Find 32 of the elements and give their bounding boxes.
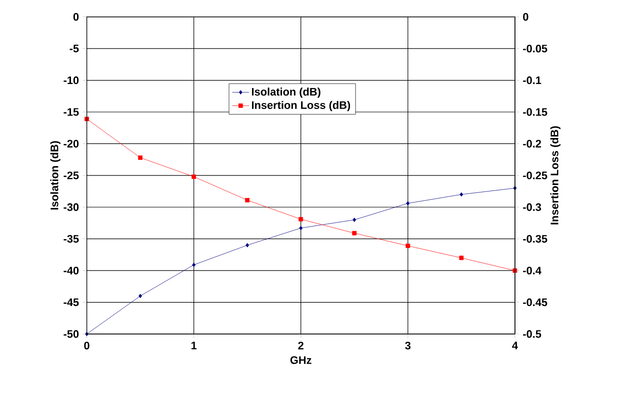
x-tick-label: 2 [298, 342, 304, 350]
x-tick-label: 0 [84, 342, 90, 350]
y2-tick-label: -0.15 [523, 108, 548, 116]
y-tick-label: -35 [64, 234, 79, 243]
x-tick-label: 4 [512, 342, 518, 350]
x-tick-label: 3 [405, 342, 411, 350]
y-tick-label: -45 [64, 298, 79, 306]
y2-tick-label: -0.5 [523, 330, 542, 338]
y-tick-label: -30 [64, 203, 79, 211]
y2-tick-label: -0.1 [523, 76, 542, 84]
legend-label: Insertion Loss (dB) [252, 100, 350, 111]
y-tick-label: -15 [64, 108, 79, 116]
y-tick-label: -40 [64, 266, 79, 274]
y-tick-label: -20 [64, 140, 79, 148]
y-tick-label: -5 [70, 44, 79, 52]
y2-tick-label: -0.45 [523, 298, 548, 306]
y2-tick-label: -0.3 [523, 203, 542, 211]
y-tick-label: -50 [64, 330, 79, 338]
y-tick-label: -10 [64, 76, 79, 84]
y2-tick-label: -0.05 [523, 44, 548, 52]
legend-label: Isolation (dB) [252, 87, 320, 98]
y2-tick-label: -0.25 [523, 171, 548, 180]
y-tick-label: -25 [64, 171, 79, 180]
y-tick-label: 0 [73, 12, 79, 21]
y2-tick-label: -0.35 [523, 234, 548, 243]
y-axis-title: Isolation (dB) [50, 140, 60, 210]
x-tick-label: 1 [191, 342, 197, 350]
y2-tick-label: 0 [523, 12, 528, 21]
y2-axis-title: Insertion Loss (dB) [550, 126, 560, 224]
x-axis-title: GHz [290, 356, 312, 364]
y2-tick-label: -0.2 [523, 140, 542, 148]
y2-tick-label: -0.4 [523, 266, 542, 274]
